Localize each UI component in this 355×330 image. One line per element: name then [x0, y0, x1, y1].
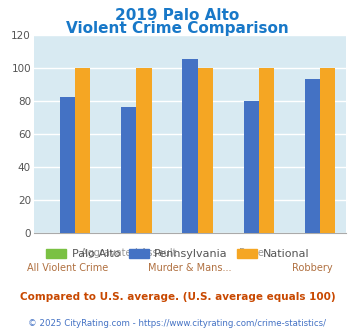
- Text: © 2025 CityRating.com - https://www.cityrating.com/crime-statistics/: © 2025 CityRating.com - https://www.city…: [28, 319, 327, 328]
- Legend: Palo Alto, Pennsylvania, National: Palo Alto, Pennsylvania, National: [42, 244, 313, 263]
- Text: Compared to U.S. average. (U.S. average equals 100): Compared to U.S. average. (U.S. average …: [20, 292, 335, 302]
- Bar: [136, 68, 152, 233]
- Bar: [259, 68, 274, 233]
- Bar: [182, 59, 198, 233]
- Bar: [244, 101, 259, 233]
- Text: Aggravated Assault: Aggravated Assault: [81, 248, 176, 257]
- Text: Robbery: Robbery: [292, 263, 333, 273]
- Bar: [305, 79, 320, 233]
- Bar: [198, 68, 213, 233]
- Bar: [60, 97, 75, 233]
- Text: 2019 Palo Alto: 2019 Palo Alto: [115, 8, 240, 23]
- Text: Murder & Mans...: Murder & Mans...: [148, 263, 232, 273]
- Bar: [75, 68, 91, 233]
- Bar: [121, 107, 136, 233]
- Text: Violent Crime Comparison: Violent Crime Comparison: [66, 21, 289, 36]
- Bar: [320, 68, 335, 233]
- Text: All Violent Crime: All Violent Crime: [27, 263, 108, 273]
- Text: Rape: Rape: [239, 248, 264, 257]
